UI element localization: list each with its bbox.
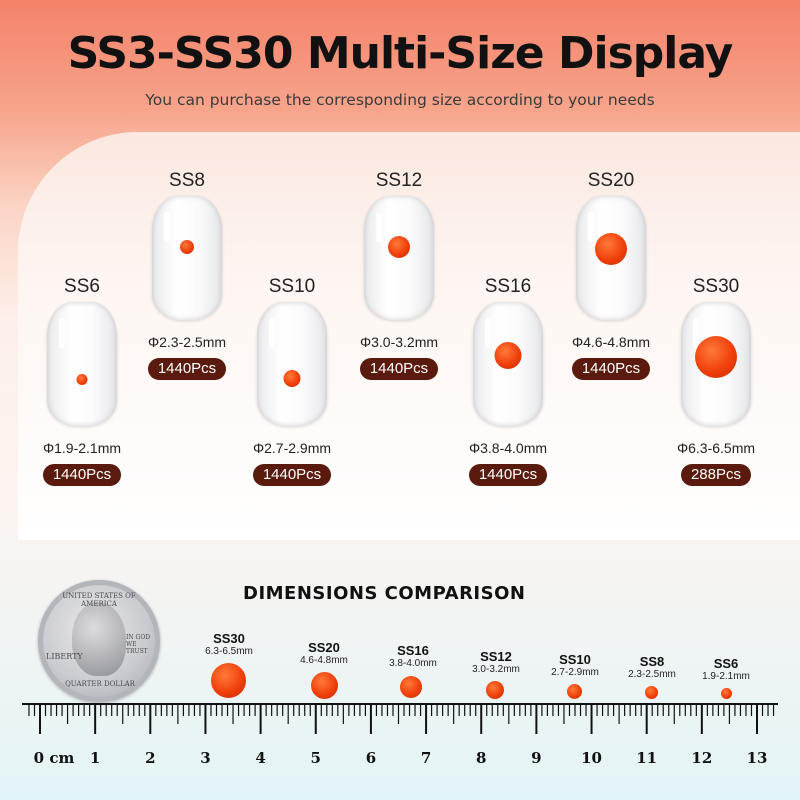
ruler-label: 6 bbox=[366, 749, 376, 767]
size-label: SS10 bbox=[268, 276, 316, 297]
rhinestone-ss30-icon bbox=[211, 663, 246, 698]
rhinestone-icon bbox=[595, 233, 627, 265]
compare-size: SS16 bbox=[397, 643, 429, 658]
size-diameter: Φ2.3-2.5mm bbox=[147, 334, 227, 350]
quantity-badge: 1440Pcs bbox=[147, 358, 227, 380]
nail-tip-image bbox=[257, 302, 327, 426]
rhinestone-ss8-icon bbox=[645, 686, 658, 699]
size-label: SS16 bbox=[484, 276, 532, 297]
ruler-label: 11 bbox=[636, 749, 657, 767]
nail-tip-image bbox=[364, 196, 434, 320]
quantity-badge: 1440Pcs bbox=[468, 464, 548, 486]
compare-range: 2.7-2.9mm bbox=[551, 667, 599, 678]
compare-label-ss30: SS30 6.3-6.5mm bbox=[189, 631, 269, 657]
size-diameter: Φ3.0-3.2mm bbox=[359, 334, 439, 350]
rhinestone-icon bbox=[76, 374, 88, 385]
size-label: SS20 bbox=[587, 170, 635, 191]
comparison-title: DIMENSIONS COMPARISON bbox=[243, 583, 526, 604]
size-label: SS8 bbox=[169, 170, 205, 191]
ruler-label: 9 bbox=[531, 749, 541, 767]
compare-size: SS30 bbox=[213, 631, 245, 646]
coin-top-text: UNITED STATES OF AMERICA bbox=[62, 592, 136, 608]
size-diameter: Φ2.7-2.9mm bbox=[252, 440, 332, 456]
coin-motto-text: IN GOD WE TRUST bbox=[126, 634, 151, 655]
coin-liberty-text: LIBERTY bbox=[46, 652, 83, 661]
size-label: SS30 bbox=[692, 276, 740, 297]
compare-size: SS8 bbox=[639, 654, 665, 669]
compare-range: 3.8-4.0mm bbox=[389, 658, 437, 669]
ruler-label: 8 bbox=[476, 749, 486, 767]
size-diameter: Φ1.9-2.1mm bbox=[42, 440, 122, 456]
compare-range: 2.3-2.5mm bbox=[628, 669, 676, 680]
compare-range: 6.3-6.5mm bbox=[205, 646, 253, 657]
compare-range: 4.6-4.8mm bbox=[300, 655, 348, 666]
size-item-ss20: SS20 Φ4.6-4.8mm 1440Pcs bbox=[551, 170, 671, 380]
coin-bottom-text: QUARTER DOLLAR bbox=[65, 680, 135, 688]
quantity-badge: 1440Pcs bbox=[359, 358, 439, 380]
compare-label-ss16: SS16 3.8-4.0mm bbox=[373, 643, 453, 669]
ruler-label: 2 bbox=[145, 749, 155, 767]
page-subtitle: You can purchase the corresponding size … bbox=[145, 91, 655, 109]
size-label: SS12 bbox=[375, 170, 423, 191]
page-title: SS3-SS30 Multi-Size Display bbox=[67, 28, 734, 79]
rhinestone-icon bbox=[695, 336, 737, 378]
quantity-badge: 1440Pcs bbox=[42, 464, 122, 486]
ruler-label: 3 bbox=[200, 749, 210, 767]
compare-label-ss12: SS12 3.0-3.2mm bbox=[456, 649, 536, 675]
size-diameter: Φ4.6-4.8mm bbox=[571, 334, 651, 350]
ruler-label: 10 bbox=[581, 749, 602, 767]
compare-range: 1.9-2.1mm bbox=[702, 671, 750, 682]
size-item-ss6: SS6 Φ1.9-2.1mm 1440Pcs bbox=[22, 276, 142, 486]
rhinestone-icon bbox=[283, 370, 301, 387]
ruler-label: 4 bbox=[255, 749, 265, 767]
rhinestone-ss6-icon bbox=[721, 688, 732, 699]
ruler-label: 1 bbox=[90, 749, 100, 767]
size-label: SS6 bbox=[64, 276, 100, 297]
ruler-label: 5 bbox=[311, 749, 321, 767]
rhinestone-icon bbox=[388, 236, 410, 258]
compare-label-ss6: SS6 1.9-2.1mm bbox=[686, 656, 766, 682]
quarter-coin-icon: UNITED STATES OF AMERICA LIBERTY IN GOD … bbox=[38, 580, 160, 702]
rhinestone-icon bbox=[494, 342, 522, 369]
compare-label-ss10: SS10 2.7-2.9mm bbox=[535, 652, 615, 678]
size-item-ss12: SS12 Φ3.0-3.2mm 1440Pcs bbox=[339, 170, 459, 380]
size-item-ss16: SS16 Φ3.8-4.0mm 1440Pcs bbox=[448, 276, 568, 486]
ruler-label: 7 bbox=[421, 749, 431, 767]
compare-label-ss8: SS8 2.3-2.5mm bbox=[612, 654, 692, 680]
ruler-label: 0 cm bbox=[34, 749, 75, 767]
compare-range: 3.0-3.2mm bbox=[472, 664, 520, 675]
compare-label-ss20: SS20 4.6-4.8mm bbox=[284, 640, 364, 666]
compare-size: SS10 bbox=[559, 652, 591, 667]
nail-tip-image bbox=[576, 196, 646, 320]
quantity-badge: 288Pcs bbox=[680, 464, 752, 486]
size-item-ss8: SS8 Φ2.3-2.5mm 1440Pcs bbox=[127, 170, 247, 380]
quantity-badge: 1440Pcs bbox=[571, 358, 651, 380]
compare-size: SS6 bbox=[713, 656, 739, 671]
nail-tip-image bbox=[681, 302, 751, 426]
size-item-ss30: SS30 Φ6.3-6.5mm 288Pcs bbox=[656, 276, 776, 486]
portrait-icon bbox=[72, 602, 126, 676]
rhinestone-ss10-icon bbox=[567, 684, 582, 699]
ruler: 0 cm 1 2 3 4 5 6 7 8 9 10 11 12 13 bbox=[22, 703, 778, 767]
nail-tip-image bbox=[473, 302, 543, 426]
nail-tip-image bbox=[47, 302, 117, 426]
rhinestone-icon bbox=[180, 240, 194, 254]
rhinestone-ss12-icon bbox=[486, 681, 504, 699]
size-item-ss10: SS10 Φ2.7-2.9mm 1440Pcs bbox=[232, 276, 352, 486]
rhinestone-ss16-icon bbox=[400, 676, 422, 698]
rhinestone-ss20-icon bbox=[311, 672, 338, 699]
nail-tip-image bbox=[152, 196, 222, 320]
size-diameter: Φ3.8-4.0mm bbox=[468, 440, 548, 456]
ruler-label: 13 bbox=[747, 749, 768, 767]
ruler-label: 12 bbox=[691, 749, 712, 767]
quantity-badge: 1440Pcs bbox=[252, 464, 332, 486]
compare-size: SS20 bbox=[308, 640, 340, 655]
size-diameter: Φ6.3-6.5mm bbox=[676, 440, 756, 456]
compare-size: SS12 bbox=[480, 649, 512, 664]
